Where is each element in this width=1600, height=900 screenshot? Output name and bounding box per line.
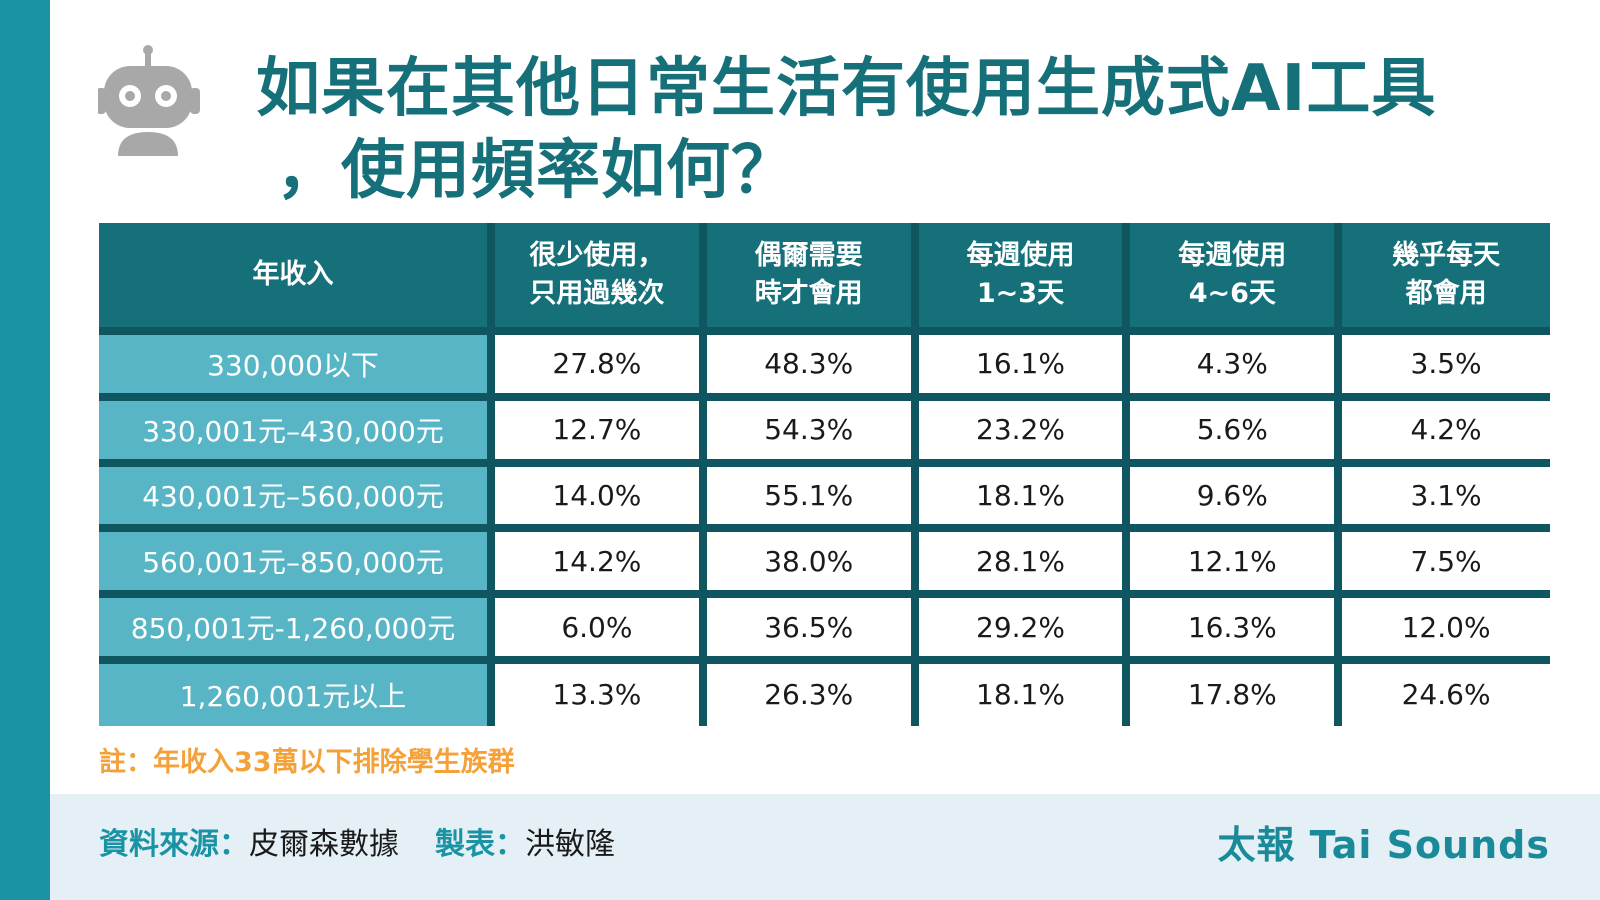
table-cell: 3.5% — [1338, 331, 1550, 401]
table-cell: 4.2% — [1338, 396, 1550, 467]
robot-icon — [98, 45, 200, 156]
row-label: 430,001元–560,000元 — [99, 462, 495, 533]
table-row: 330,000以下 27.8% 48.3% 16.1% 4.3% 3.5% — [99, 331, 1550, 401]
table-cell: 4.3% — [1126, 331, 1343, 401]
left-accent-bar — [0, 0, 50, 900]
footer: 資料來源：皮爾森數據 製表：洪敏隆 太報 Tai Sounds — [50, 794, 1600, 900]
col-header-line: 4~6天 — [1188, 278, 1276, 309]
table-cell: 7.5% — [1338, 528, 1550, 599]
table-cell: 27.8% — [491, 331, 707, 401]
table-cell: 48.3% — [702, 331, 919, 401]
table-header-row: 年收入 很少使用， 只用過幾次 偶爾需要 時才會用 每週使用 1~3天 每週使用… — [99, 223, 1550, 335]
col-header-almost-daily: 幾乎每天 都會用 — [1338, 223, 1550, 335]
table-cell: 38.0% — [702, 528, 919, 599]
table-cell: 12.0% — [1338, 594, 1550, 664]
table-cell: 54.3% — [702, 396, 919, 467]
table-row: 430,001元–560,000元 14.0% 55.1% 18.1% 9.6% 3.1% — [99, 462, 1550, 533]
table-row: 1,260,001元以上 13.3% 26.3% 18.1% 17.8% 24.6% — [99, 659, 1550, 726]
table-cell: 12.7% — [491, 396, 707, 467]
table-cell: 28.1% — [914, 528, 1131, 599]
income-usage-table: 年收入 很少使用， 只用過幾次 偶爾需要 時才會用 每週使用 1~3天 每週使用… — [99, 223, 1550, 726]
row-label: 560,001元–850,000元 — [99, 528, 495, 599]
col-header-occasionally: 偶爾需要 時才會用 — [702, 223, 919, 335]
source-value: 皮爾森數據 — [249, 827, 399, 862]
title-line-2: ，使用頻率如何？ — [276, 134, 796, 208]
col-header-income: 年收入 — [99, 223, 495, 335]
col-header-line: 很少使用， — [529, 240, 665, 271]
table-row: 330,001元–430,000元 12.7% 54.3% 23.2% 5.6% 4.2% — [99, 396, 1550, 467]
row-label: 850,001元-1,260,000元 — [99, 594, 495, 664]
brand-logo: 太報 Tai Sounds — [1217, 823, 1550, 867]
table-cell: 14.0% — [491, 462, 707, 533]
table-cell: 6.0% — [491, 594, 707, 664]
table-row: 850,001元-1,260,000元 6.0% 36.5% 29.2% 16.3% 12… — [99, 594, 1550, 664]
col-header-line: 每週使用 — [966, 240, 1075, 271]
source-label: 資料來源： — [99, 827, 249, 862]
table-cell: 29.2% — [914, 594, 1131, 664]
table-cell: 13.3% — [491, 659, 707, 726]
table-cell: 36.5% — [702, 594, 919, 664]
table-cell: 23.2% — [914, 396, 1131, 467]
table-cell: 16.1% — [914, 331, 1131, 401]
table-cell: 14.2% — [491, 528, 707, 599]
col-header-rarely: 很少使用， 只用過幾次 — [491, 223, 707, 335]
col-header-line: 每週使用 — [1178, 240, 1287, 271]
table-cell: 3.1% — [1338, 462, 1550, 533]
source-line: 資料來源：皮爾森數據 製表：洪敏隆 — [99, 819, 615, 863]
row-label: 330,001元–430,000元 — [99, 396, 495, 467]
table-row: 560,001元–850,000元 14.2% 38.0% 28.1% 12.1% 7.5… — [99, 528, 1550, 599]
table-cell: 18.1% — [914, 462, 1131, 533]
table-cell: 17.8% — [1126, 659, 1343, 726]
col-header-line: 幾乎每天 — [1392, 240, 1501, 271]
footnote: 註：年收入33萬以下排除學生族群 — [99, 747, 515, 778]
col-header-weekly-4-6: 每週使用 4~6天 — [1126, 223, 1343, 335]
col-header-line: 年收入 — [252, 259, 334, 290]
table-cell: 18.1% — [914, 659, 1131, 726]
title-line-1: 如果在其他日常生活有使用生成式AI工具 — [256, 52, 1437, 126]
table-cell: 24.6% — [1338, 659, 1550, 726]
maker-value: 洪敏隆 — [525, 827, 615, 862]
col-header-line: 都會用 — [1405, 278, 1487, 309]
row-label: 1,260,001元以上 — [99, 659, 495, 726]
col-header-line: 1~3天 — [976, 278, 1065, 309]
page-title: 如果在其他日常生活有使用生成式AI工具 ，使用頻率如何？ — [256, 48, 1556, 212]
table-cell: 5.6% — [1126, 396, 1343, 467]
row-label: 330,000以下 — [99, 331, 495, 401]
table-cell: 26.3% — [702, 659, 919, 726]
col-header-line: 時才會用 — [754, 278, 863, 309]
col-header-line: 只用過幾次 — [529, 278, 665, 309]
table-cell: 55.1% — [702, 462, 919, 533]
table-cell: 9.6% — [1126, 462, 1343, 533]
col-header-line: 偶爾需要 — [754, 240, 863, 271]
table-body: 330,000以下 27.8% 48.3% 16.1% 4.3% 3.5% 330,001元… — [99, 331, 1550, 726]
col-header-weekly-1-3: 每週使用 1~3天 — [914, 223, 1131, 335]
maker-label: 製表： — [435, 827, 525, 862]
table-cell: 12.1% — [1126, 528, 1343, 599]
table-cell: 16.3% — [1126, 594, 1343, 664]
